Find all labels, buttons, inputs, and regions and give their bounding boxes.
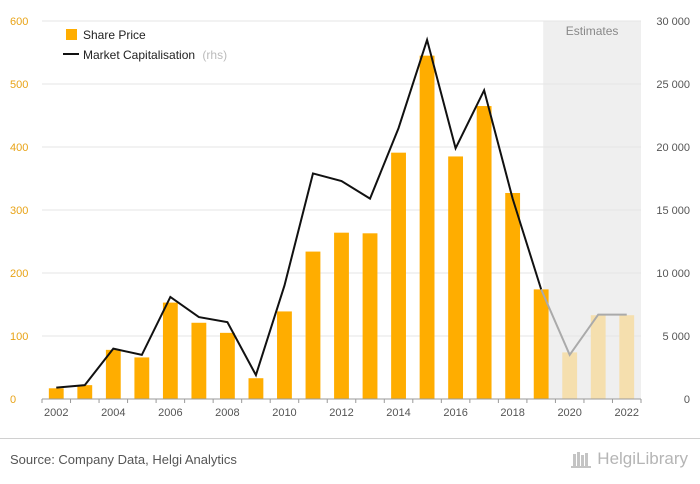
bar-share-price-2018 (505, 193, 520, 399)
y-left-tick-label: 600 (10, 16, 28, 28)
legend-label-market-cap-suffix: (rhs) (202, 48, 227, 62)
y-left-tick-label: 200 (10, 268, 28, 280)
bar-share-price-2008 (220, 333, 235, 399)
chart: 0 100 200 300 400 500 600 0 5 000 10 000 15 000 20 … (0, 0, 700, 438)
x-tick-label-2002: 2002 (44, 407, 68, 419)
bar-share-price-2017 (477, 106, 492, 399)
y-left-tick-label: 400 (10, 142, 28, 154)
y-left-tick-label: 500 (10, 79, 28, 91)
y-right-tick-label: 10 000 (656, 268, 690, 280)
y-left-tick-label: 100 (10, 331, 28, 343)
legend: Share Price Market Capitalisation (rhs) (63, 28, 227, 62)
x-tick-label-2014: 2014 (386, 407, 410, 419)
y-right-tick-label: 15 000 (656, 205, 690, 217)
legend-label-market-cap: Market Capitalisation (rhs) (83, 48, 227, 62)
bar-share-price-2022 (619, 315, 634, 399)
legend-swatch-share-price (66, 29, 77, 40)
brand-name: HelgiLibrary (597, 449, 688, 469)
x-tick-label-2008: 2008 (215, 407, 239, 419)
y-left-tick-label: 300 (10, 205, 28, 217)
bar-share-price-2004 (106, 350, 121, 399)
bar-share-price-2011 (306, 252, 321, 399)
legend-label-share-price: Share Price (83, 28, 146, 42)
bar-share-price-2010 (277, 311, 292, 399)
y-right-tick-label: 30 000 (656, 16, 690, 28)
bar-share-price-2019 (534, 289, 549, 399)
bar-share-price-2009 (249, 378, 264, 399)
y-right-tick-label: 25 000 (656, 79, 690, 91)
bar-share-price-2021 (591, 315, 606, 399)
y-right-tick-label: 0 (684, 394, 690, 406)
y-right-tick-label: 20 000 (656, 142, 690, 154)
line-market-cap-actual (56, 40, 541, 388)
bar-share-price-2006 (163, 303, 178, 399)
estimates-label: Estimates (566, 24, 619, 38)
bar-share-price-2014 (391, 153, 406, 399)
bar-share-price-2003 (77, 385, 92, 399)
y-right-tick-label: 5 000 (662, 331, 690, 343)
library-logo-icon (571, 449, 593, 469)
footer: Source: Company Data, Helgi Analytics He… (0, 438, 700, 484)
bar-share-price-2005 (134, 357, 149, 399)
bar-share-price-2013 (363, 233, 378, 399)
legend-label-market-cap-name: Market Capitalisation (83, 48, 195, 62)
x-tick-label-2018: 2018 (500, 407, 524, 419)
x-tick-label-2006: 2006 (158, 407, 182, 419)
y-left-tick-label: 0 (10, 394, 16, 406)
x-tick-label-2010: 2010 (272, 407, 296, 419)
bar-share-price-2020 (562, 352, 577, 399)
bar-share-price-2015 (420, 56, 435, 399)
x-tick-label-2020: 2020 (557, 407, 581, 419)
bar-share-price-2012 (334, 233, 349, 399)
bar-share-price-2007 (191, 323, 206, 399)
x-tick-label-2012: 2012 (329, 407, 353, 419)
x-tick-label-2016: 2016 (443, 407, 467, 419)
bar-share-price-2016 (448, 156, 463, 399)
brand: HelgiLibrary (571, 449, 688, 469)
x-tick-label-2004: 2004 (101, 407, 125, 419)
bar-share-price-2002 (49, 388, 64, 399)
source-note: Source: Company Data, Helgi Analytics (10, 452, 237, 467)
x-tick-label-2022: 2022 (614, 407, 638, 419)
